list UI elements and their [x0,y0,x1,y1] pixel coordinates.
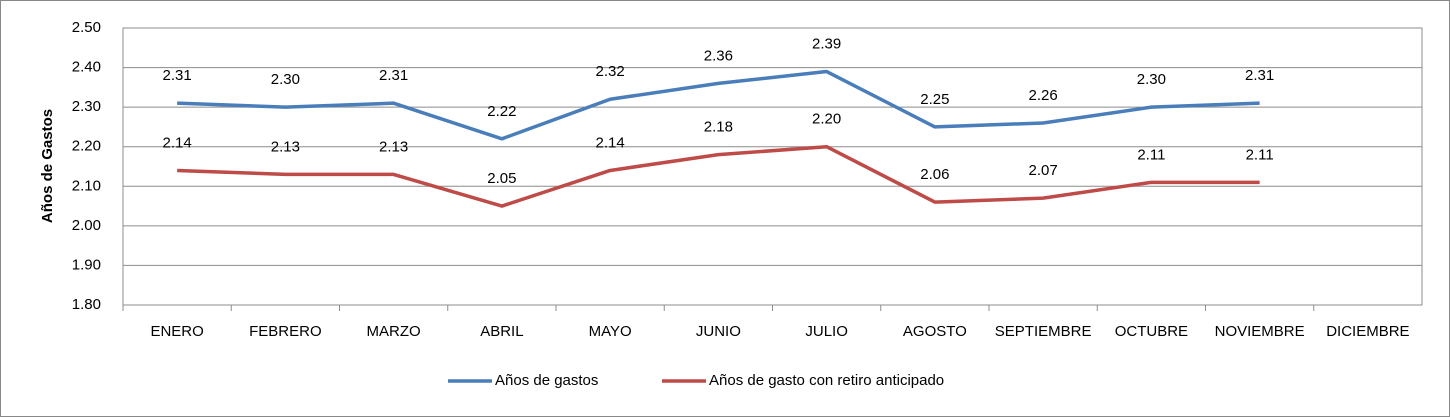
y-tick-label: 2.20 [72,138,101,155]
data-label: 2.36 [704,47,733,64]
y-tick-label: 1.90 [72,256,101,273]
x-tick-label: ENERO [150,323,203,340]
data-label: 2.05 [487,170,516,187]
data-label: 2.18 [704,119,733,136]
y-tick-label: 2.50 [72,19,101,36]
data-label: 2.31 [379,67,408,84]
x-tick-label: AGOSTO [903,323,967,340]
y-tick-label: 2.00 [72,217,101,234]
data-label: 2.14 [596,134,625,151]
data-label: 2.11 [1137,146,1165,163]
data-label: 2.32 [596,63,625,80]
y-tick-label: 2.10 [72,177,101,194]
data-label: 2.14 [163,134,192,151]
x-tick-label: JUNIO [696,323,741,340]
x-tick-label: OCTUBRE [1115,323,1188,340]
data-label: 2.13 [379,138,408,155]
series-line [177,144,1260,208]
data-label: 2.22 [487,103,516,120]
y-axis-label: Años de Gastos [39,109,56,223]
y-tick-label: 2.30 [72,98,101,115]
y-tick-label: 2.40 [72,59,101,76]
data-label: 2.25 [920,91,949,108]
legend-label: Años de gasto con retiro anticipado [709,372,944,389]
y-tick-label: 1.80 [72,296,101,313]
data-label: 2.30 [1137,71,1166,88]
x-tick-label: SEPTIEMBRE [995,323,1092,340]
data-label: 2.07 [1029,162,1058,179]
x-tick-label: MARZO [367,323,421,340]
data-label: 2.20 [812,111,841,128]
series-line [177,69,1260,141]
legend-label: Años de gastos [495,372,598,389]
data-label: 2.39 [812,35,841,52]
data-label: 2.31 [163,67,192,84]
x-tick-label: MAYO [589,323,632,340]
data-label: 2.31 [1245,67,1274,84]
data-label: 2.26 [1029,87,1058,104]
data-label: 2.11 [1246,146,1274,163]
x-tick-label: NOVIEMBRE [1215,323,1305,340]
data-label: 2.30 [271,71,300,88]
x-tick-label: JULIO [805,323,848,340]
x-tick-label: ABRIL [480,323,523,340]
data-label: 2.13 [271,138,300,155]
x-tick-label: FEBRERO [249,323,322,340]
data-label: 2.06 [920,166,949,183]
x-tick-label: DICIEMBRE [1326,323,1409,340]
